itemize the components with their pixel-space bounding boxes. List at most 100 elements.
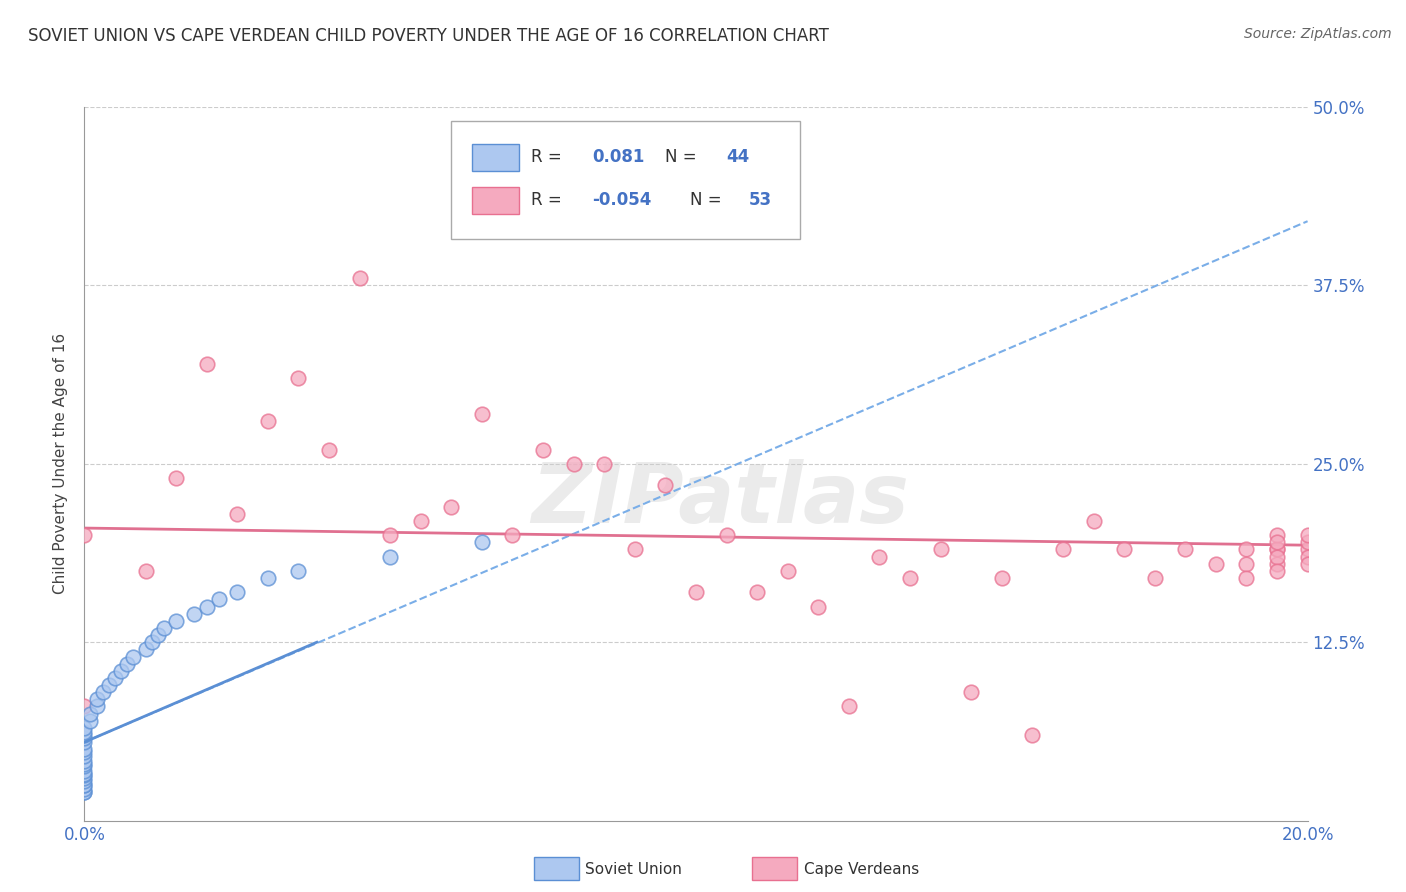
Point [195,599,218,614]
FancyBboxPatch shape [472,187,519,214]
Point [122,649,145,664]
Point [838,699,860,714]
Point [1296,542,1319,557]
Text: R =: R = [531,191,567,209]
Point [73,756,96,771]
Point [208,592,231,607]
Point [1083,514,1105,528]
Point [1174,542,1197,557]
Point [73,773,96,788]
Point [257,414,280,428]
Text: Soviet Union: Soviet Union [585,863,682,877]
Point [1052,542,1074,557]
Point [287,371,309,385]
Point [195,357,218,371]
Point [257,571,280,585]
Point [929,542,952,557]
Point [685,585,707,599]
Text: -0.054: -0.054 [592,191,651,209]
Point [97,678,120,692]
Point [471,407,494,421]
Point [73,782,96,797]
Point [153,621,176,635]
Point [73,785,96,799]
Point [79,706,101,721]
Point [165,471,187,485]
Point [73,749,96,764]
Point [1265,549,1288,564]
Point [91,685,114,699]
Point [776,564,799,578]
Point [562,457,585,471]
Point [86,699,108,714]
Point [135,564,157,578]
Point [287,564,309,578]
Point [73,735,96,749]
Point [380,528,402,542]
Point [141,635,163,649]
Text: N =: N = [665,148,702,166]
Text: Source: ZipAtlas.com: Source: ZipAtlas.com [1244,27,1392,41]
Point [1296,557,1319,571]
Point [1296,549,1319,564]
Point [146,628,169,642]
Point [73,759,96,773]
Point [115,657,138,671]
Point [73,528,96,542]
Point [165,614,187,628]
Point [135,642,157,657]
Point [1021,728,1043,742]
Point [409,514,432,528]
FancyBboxPatch shape [451,121,800,239]
Point [73,778,96,792]
Point [502,528,524,542]
Point [1236,542,1258,557]
Point [73,699,96,714]
Point [73,745,96,759]
Point [73,731,96,745]
Point [73,742,96,756]
Point [1114,542,1136,557]
Point [226,585,249,599]
Point [73,778,96,792]
Point [654,478,676,492]
Point [593,457,616,471]
Point [73,766,96,780]
Point [73,721,96,735]
Point [807,599,830,614]
Point [380,549,402,564]
Point [79,714,101,728]
Point [1265,542,1288,557]
Text: 53: 53 [748,191,772,209]
Point [531,442,554,457]
Point [104,671,127,685]
Point [318,442,340,457]
Point [1265,557,1288,571]
Point [898,571,921,585]
Point [86,692,108,706]
Point [1265,564,1288,578]
Point [73,725,96,739]
Text: N =: N = [690,191,727,209]
Point [1296,528,1319,542]
Text: R =: R = [531,148,567,166]
FancyBboxPatch shape [472,145,519,171]
Text: Cape Verdeans: Cape Verdeans [804,863,920,877]
Point [1143,571,1166,585]
Point [1236,557,1258,571]
Text: SOVIET UNION VS CAPE VERDEAN CHILD POVERTY UNDER THE AGE OF 16 CORRELATION CHART: SOVIET UNION VS CAPE VERDEAN CHILD POVER… [28,27,830,45]
Text: 0.081: 0.081 [592,148,644,166]
Point [991,571,1014,585]
Point [73,768,96,782]
Point [747,585,769,599]
Point [624,542,647,557]
Point [73,764,96,778]
Point [1236,571,1258,585]
Point [716,528,738,542]
Point [110,664,132,678]
Text: ZIPatlas: ZIPatlas [531,459,910,540]
Point [183,607,205,621]
Point [1205,557,1227,571]
Point [226,507,249,521]
Point [471,535,494,549]
